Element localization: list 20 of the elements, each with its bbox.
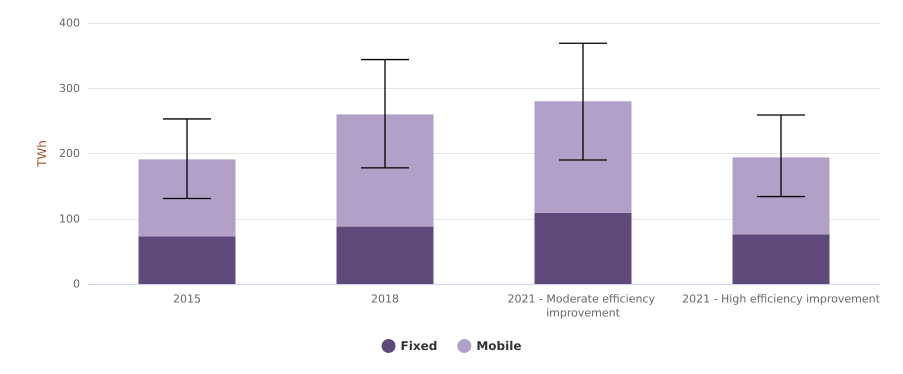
bar xyxy=(534,212,632,284)
y-tick-label: 400 xyxy=(59,16,80,30)
legend-label: Fixed xyxy=(400,339,438,353)
bar xyxy=(336,114,434,227)
legend-label: Mobile xyxy=(476,339,522,353)
y-tick-label: 0 xyxy=(73,278,80,290)
bar xyxy=(336,226,434,284)
bar xyxy=(138,159,236,236)
x-tick-label: 2018 xyxy=(371,292,399,306)
bar xyxy=(138,236,236,284)
x-tick-label: 2021 - High efficiency improvement xyxy=(682,292,881,306)
x-tick-label: 2015 xyxy=(173,292,201,306)
bar xyxy=(732,234,830,284)
y-tick-label: 200 xyxy=(59,147,80,160)
x-tick-label: 2021 - Moderate efficiency improvement xyxy=(507,292,659,320)
y-axis-title: TWh xyxy=(35,140,49,168)
bar xyxy=(534,101,632,213)
y-tick-label: 300 xyxy=(59,82,80,95)
y-tick-label: 100 xyxy=(59,212,80,226)
bar xyxy=(732,157,830,234)
